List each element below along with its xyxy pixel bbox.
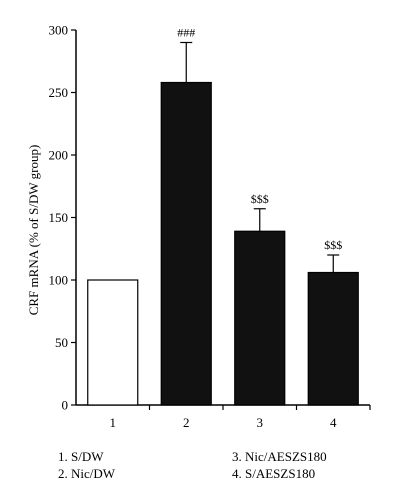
bar	[160, 81, 212, 406]
y-axis: 0 50 100 150 200 250 300	[49, 23, 77, 413]
y-tick-label: 200	[49, 148, 69, 163]
legend-item-4: 4. S/AESZS180	[232, 466, 316, 481]
y-tick-label: 300	[49, 23, 69, 38]
x-tick-label: 4	[330, 415, 337, 430]
y-tick-label: 100	[49, 273, 69, 288]
x-tick-label: 2	[183, 415, 190, 430]
x-axis: 1 2 3 4	[76, 404, 371, 430]
y-tick-label: 50	[55, 335, 68, 350]
x-tick-label: 3	[257, 415, 264, 430]
bar	[307, 271, 359, 406]
bars: ### $$$ $$$	[87, 26, 359, 406]
significance-label: $$$	[251, 192, 269, 206]
y-axis-label: CRF mRNA (% of S/DW group)	[26, 145, 41, 316]
y-tick-label: 0	[62, 398, 69, 413]
legend-item-2: 2. Nic/DW	[58, 466, 116, 481]
legend-right: 3. Nic/AESZS180 4. S/AESZS180	[232, 448, 327, 482]
y-tick-label: 250	[49, 85, 69, 100]
legend-item-1: 1. S/DW	[58, 449, 104, 464]
bar	[87, 279, 139, 406]
x-tick-label: 1	[110, 415, 117, 430]
significance-label: $$$	[324, 238, 342, 252]
legend-left: 1. S/DW 2. Nic/DW	[58, 448, 115, 482]
significance-label: ###	[177, 26, 195, 40]
y-tick-label: 150	[49, 210, 69, 225]
legend-item-3: 3. Nic/AESZS180	[232, 449, 327, 464]
bar	[234, 230, 286, 406]
